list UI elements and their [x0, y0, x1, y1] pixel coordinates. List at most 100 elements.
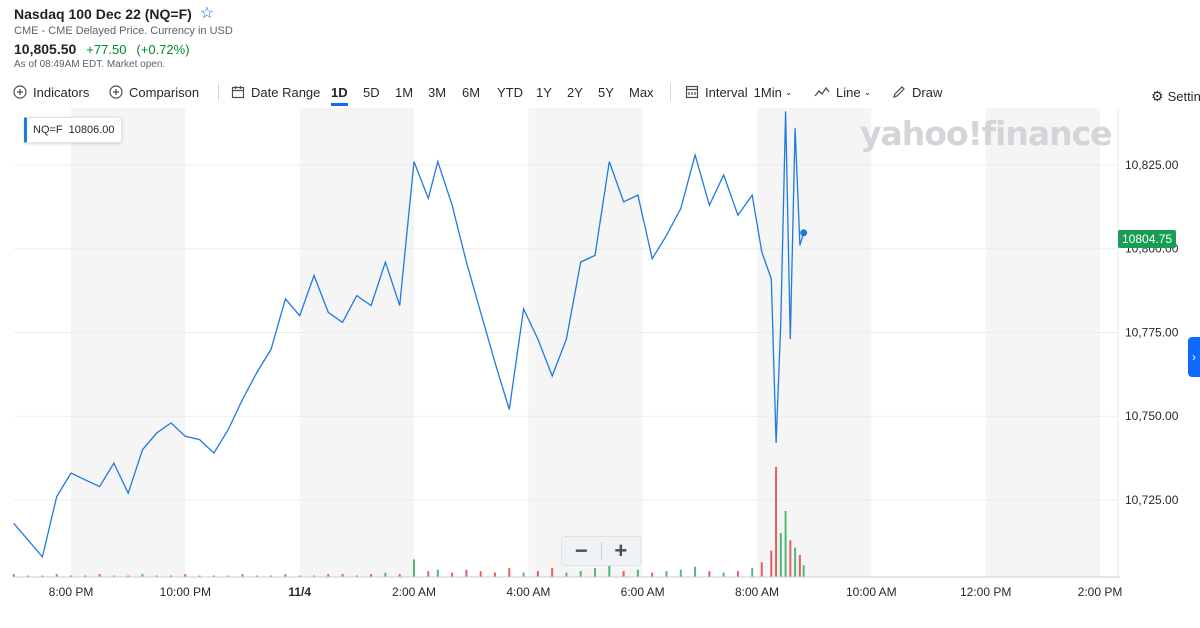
volume-bar — [55, 574, 58, 577]
interval-value: 1Min — [753, 84, 782, 100]
comparison-button[interactable]: Comparison — [109, 80, 199, 104]
volume-bar — [98, 574, 101, 577]
interval-icon — [685, 85, 699, 99]
volume-bar — [255, 575, 258, 577]
volume-bar — [298, 575, 301, 577]
zoom-in-button[interactable]: + — [614, 538, 628, 563]
volume-bar — [736, 571, 739, 577]
volume-bar — [112, 575, 115, 577]
x-tick-label: 6:00 AM — [621, 585, 665, 599]
price-change: +77.50 — [86, 42, 127, 57]
volume-bar — [779, 533, 782, 577]
chevron-right-icon[interactable]: › — [1188, 337, 1200, 377]
chart-type-label: Line — [836, 84, 861, 100]
volume-bar — [708, 571, 711, 577]
volume-bar — [608, 565, 611, 577]
chevron-down-icon: ⌄ — [784, 86, 793, 97]
volume-bar — [284, 574, 287, 577]
draw-button[interactable]: Draw — [892, 80, 942, 104]
volume-bar — [155, 575, 158, 577]
range-1d[interactable]: 1D — [331, 80, 348, 106]
session-band — [985, 108, 1100, 577]
volume-bar — [327, 574, 330, 577]
volume-bar — [636, 569, 639, 577]
range-1m[interactable]: 1M — [395, 84, 414, 100]
volume-bar — [141, 574, 144, 577]
settings-button[interactable]: ⚙ Settings — [1151, 84, 1200, 108]
zoom-divider — [600, 542, 602, 560]
x-tick-label: 2:00 PM — [1078, 585, 1123, 599]
session-band — [71, 108, 186, 577]
volume-bar — [70, 575, 72, 577]
volume-bar — [493, 572, 496, 577]
volume-bar — [594, 568, 597, 577]
quote-header: Nasdaq 100 Dec 22 (NQ=F) ☆ CME - CME Del… — [14, 4, 614, 71]
volume-bar — [451, 572, 454, 577]
volume-bar — [794, 547, 797, 577]
x-axis-labels: 8:00 PM 10:00 PM 11/4 2:00 AM 4:00 AM 6:00 AM… — [49, 585, 1123, 599]
volume-bar — [84, 575, 87, 577]
range-5y[interactable]: 5Y — [598, 84, 614, 100]
range-1y[interactable]: 1Y — [536, 84, 552, 100]
toolbar-divider — [218, 83, 219, 101]
interval-button[interactable]: Interval 1Min ⌄ — [685, 80, 792, 104]
indicators-button[interactable]: Indicators — [13, 80, 89, 104]
volume-bar — [775, 467, 778, 577]
range-max[interactable]: Max — [629, 84, 654, 100]
y-tick-label: 10,725.00 — [1125, 493, 1179, 507]
volume-bar — [341, 574, 344, 577]
volume-bar — [665, 571, 668, 577]
volume-bar — [398, 574, 401, 577]
range-5d[interactable]: 5D — [363, 84, 380, 100]
draw-pencil-icon — [893, 86, 905, 98]
legend-value: 10806.00 — [68, 124, 115, 136]
range-ytd[interactable]: YTD — [497, 84, 523, 100]
draw-label: Draw — [912, 84, 943, 100]
session-bands — [71, 108, 1100, 577]
volume-bar — [651, 572, 654, 577]
range-2y[interactable]: 2Y — [567, 84, 583, 100]
volume-bar — [436, 569, 439, 577]
volume-bar — [413, 559, 415, 577]
calendar-icon — [231, 86, 245, 99]
volume-bar — [479, 571, 482, 577]
volume-bar — [355, 575, 358, 577]
x-tick-label: 11/4 — [288, 585, 311, 599]
volume-bar — [184, 574, 187, 577]
settings-label: Settings — [1167, 88, 1200, 104]
volume-bar — [694, 566, 697, 577]
volume-bar — [784, 511, 787, 577]
chart-type-button[interactable]: Line ⌄ — [814, 80, 871, 104]
session-band — [299, 108, 414, 577]
price-line — [13, 111, 805, 559]
volume-bar — [760, 562, 763, 577]
volume-bar — [798, 555, 801, 577]
exchange-subtitle: CME - CME Delayed Price. Currency in USD — [14, 25, 233, 37]
indicators-label: Indicators — [33, 84, 90, 100]
volume-bar — [722, 572, 725, 577]
chevron-down-icon: ⌄ — [863, 86, 872, 97]
volume-bar — [212, 575, 215, 577]
volume-bar — [751, 568, 754, 577]
star-icon[interactable]: ☆ — [199, 5, 215, 22]
volume-bar — [802, 565, 805, 577]
session-band — [757, 108, 872, 577]
gear-icon: ⚙ — [1151, 87, 1164, 104]
volume-bar — [465, 569, 468, 577]
date-range-button[interactable]: Date Range — [231, 80, 320, 104]
volume-bar — [565, 572, 568, 577]
indicators-plus-icon — [13, 85, 27, 99]
range-6m[interactable]: 6M — [462, 84, 481, 100]
zoom-out-button[interactable]: − — [574, 538, 588, 563]
series-legend[interactable]: NQ=F 10806.00 — [24, 117, 122, 143]
price-change-percent: (+0.72%) — [136, 42, 190, 57]
x-tick-label: 10:00 AM — [846, 585, 897, 599]
volume-bar — [127, 575, 130, 577]
interval-label: Interval — [705, 84, 748, 100]
volume-bars — [12, 467, 805, 577]
volume-bar — [789, 540, 792, 577]
x-tick-label: 4:00 AM — [506, 585, 550, 599]
range-3m[interactable]: 3M — [428, 84, 447, 100]
x-tick-label: 8:00 PM — [49, 585, 94, 599]
